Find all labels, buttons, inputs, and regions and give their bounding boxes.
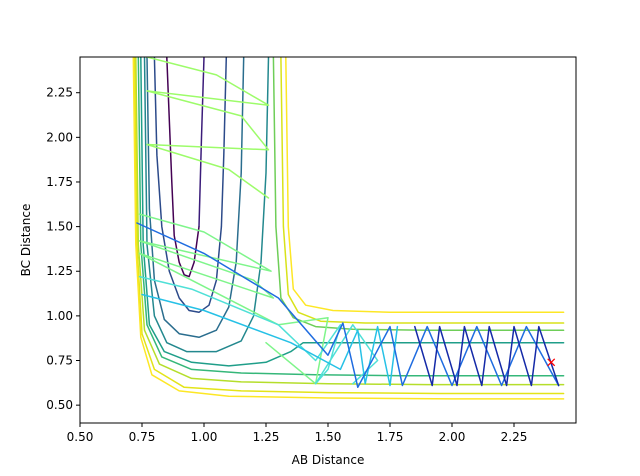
contour-line-8 <box>135 57 565 386</box>
end-marker <box>547 358 556 367</box>
contour-lines <box>132 57 565 400</box>
trajectory-segment-1 <box>138 213 329 385</box>
x-axis-label: AB Distance <box>292 453 365 467</box>
y-tick-label-5: 1.75 <box>46 175 73 189</box>
y-axis-label: BC Distance <box>19 204 33 277</box>
contour-line-10 <box>133 57 565 395</box>
x-tick-label-2: 1.00 <box>191 430 218 444</box>
contour-line-4 <box>143 57 270 353</box>
y-tick-label-3: 1.25 <box>46 264 73 278</box>
y-tick-label-7: 2.25 <box>46 86 73 100</box>
x-tick-label-0: 0.50 <box>67 430 94 444</box>
trajectory-lines <box>136 57 560 389</box>
contour-line-12 <box>132 57 565 400</box>
contour-line-7 <box>272 57 565 331</box>
x-tick-label-5: 1.75 <box>377 430 404 444</box>
trajectory-segment-2 <box>138 275 379 385</box>
contour-line-6 <box>137 57 565 377</box>
contour-line-3 <box>146 57 245 339</box>
y-axis-ticks: 0.50 0.75 1.00 1.25 1.50 1.75 2.00 2.25 <box>46 86 80 412</box>
y-tick-label-2: 1.00 <box>46 309 73 323</box>
y-tick-label-0: 0.50 <box>46 398 73 412</box>
y-tick-label-1: 0.75 <box>46 354 73 368</box>
y-tick-label-6: 2.00 <box>46 130 73 144</box>
contour-line-9 <box>280 57 565 324</box>
trajectory-segment-0 <box>146 57 270 199</box>
contour-line-11 <box>285 57 565 314</box>
trajectory-segment-5 <box>414 325 560 387</box>
y-tick-label-4: 1.50 <box>46 220 73 234</box>
x-tick-label-7: 2.25 <box>501 430 528 444</box>
contour-line-0 <box>166 57 200 278</box>
x-tick-label-1: 0.75 <box>129 430 156 444</box>
x-axis-ticks: 0.50 0.75 1.00 1.25 1.50 1.75 2.00 2.25 <box>67 423 528 444</box>
x-tick-label-4: 1.50 <box>315 430 342 444</box>
contour-line-2 <box>153 57 228 314</box>
x-tick-label-3: 1.25 <box>253 430 280 444</box>
contour-line-1 <box>198 57 205 228</box>
trajectory-segment-4 <box>136 222 560 389</box>
contour-line-5 <box>140 57 565 367</box>
end-marker-x <box>547 358 556 367</box>
trajectory-segment-3 <box>141 293 399 387</box>
x-tick-label-6: 2.00 <box>439 430 466 444</box>
